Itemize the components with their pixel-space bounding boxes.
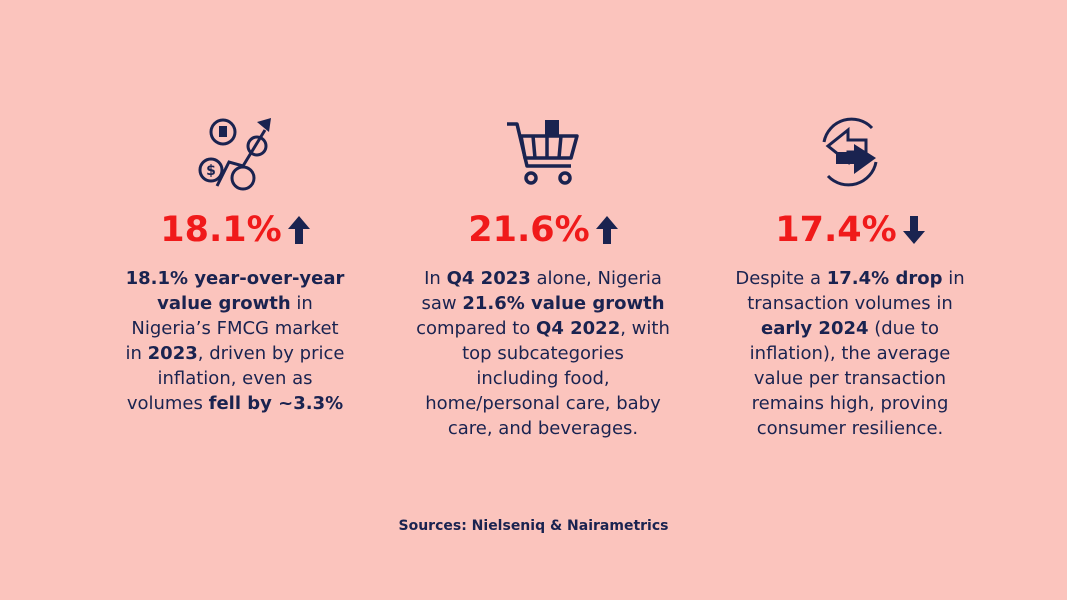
arrow-down	[902, 216, 925, 244]
text-run: including food,	[476, 368, 610, 389]
text-run: 21.6% value growth	[462, 293, 665, 314]
description: In Q4 2023 alone, Nigeria saw 21.6% value…	[393, 266, 693, 441]
description: Despite a 17.4% drop in transaction volum…	[700, 266, 1000, 441]
stat-value: 17.4%	[775, 210, 897, 250]
text-run: home/personal care, baby	[425, 393, 661, 414]
text-run: 18.1% year-over-year	[125, 268, 345, 289]
text-line: in 2023, driven by price	[85, 341, 385, 366]
text-run: early 2024	[761, 318, 869, 339]
text-run: in	[125, 343, 148, 364]
text-run: value per transaction	[753, 368, 947, 389]
text-run: transaction volumes in	[747, 293, 953, 314]
text-run: Despite a	[735, 268, 827, 289]
text-line: care, and beverages.	[393, 416, 693, 441]
text-run: value growth	[157, 293, 291, 314]
text-run: compared to	[416, 318, 537, 339]
growth-icon: $	[198, 118, 271, 191]
text-run: In	[424, 268, 447, 289]
text-line: top subcategories	[393, 341, 693, 366]
stat-value: 18.1%	[160, 210, 282, 250]
text-run: consumer resilience.	[756, 418, 944, 439]
text-run: in	[290, 293, 313, 314]
text-line: volumes fell by ~3.3%	[85, 391, 385, 416]
text-run: saw	[421, 293, 463, 314]
exchange-icon	[822, 117, 878, 187]
text-run: 17.4% drop	[826, 268, 943, 289]
text-line: In Q4 2023 alone, Nigeria	[393, 266, 693, 291]
text-line: compared to Q4 2022, with	[393, 316, 693, 341]
text-line: transaction volumes in	[700, 291, 1000, 316]
text-run: top subcategories	[462, 343, 624, 364]
text-run: care, and beverages.	[447, 418, 639, 439]
text-line: 18.1% year-over-year	[85, 266, 385, 291]
stat-column: 17.4% Despite a 17.4% drop in transaction…	[700, 112, 1000, 441]
text-run: volumes	[126, 393, 209, 414]
arrow-up	[595, 216, 618, 244]
text-line: home/personal care, baby	[393, 391, 693, 416]
text-line: value growth in	[85, 291, 385, 316]
arrow-up	[287, 216, 310, 244]
text-run: inflation, even as	[157, 368, 313, 389]
text-run: inflation), the average	[749, 343, 951, 364]
stat-column: 21.6% In Q4 2023 alone, Nigeria saw 21.6%…	[393, 112, 693, 441]
text-line: remains high, proving	[700, 391, 1000, 416]
text-line: Despite a 17.4% drop in	[700, 266, 1000, 291]
sources: Sources: Nielseniq & Nairametrics	[398, 518, 669, 534]
text-run: , with	[620, 318, 670, 339]
text-line: value per transaction	[700, 366, 1000, 391]
text-run: fell by ~3.3%	[208, 393, 344, 414]
text-run: Q4 2022	[536, 318, 621, 339]
text-line: Nigeria’s FMCG market	[85, 316, 385, 341]
text-line: inflation, even as	[85, 366, 385, 391]
stat: 18.1%	[85, 208, 385, 252]
stat: 21.6%	[393, 208, 693, 252]
text-run: remains high, proving	[751, 393, 949, 414]
text-line: early 2024 (due to	[700, 316, 1000, 341]
text-run: Nigeria’s FMCG market	[131, 318, 339, 339]
text-line: including food,	[393, 366, 693, 391]
text-line: inflation), the average	[700, 341, 1000, 366]
text-line: saw 21.6% value growth	[393, 291, 693, 316]
stat: 17.4%	[700, 208, 1000, 252]
text-run: in	[942, 268, 965, 289]
cart-icon	[507, 120, 579, 185]
svg-text:$: $	[206, 163, 216, 179]
stat-value: 21.6%	[468, 210, 590, 250]
text-run: Q4 2023	[446, 268, 531, 289]
text-run: (due to	[868, 318, 939, 339]
text-run: 2023	[147, 343, 198, 364]
text-run: , driven by price	[197, 343, 345, 364]
text-line: consumer resilience.	[700, 416, 1000, 441]
description: 18.1% year-over-year value growth in Niger…	[85, 266, 385, 416]
stat-column: $ 18.1% 18.1% year-over-year value growth…	[85, 112, 385, 416]
text-run: alone, Nigeria	[530, 268, 662, 289]
